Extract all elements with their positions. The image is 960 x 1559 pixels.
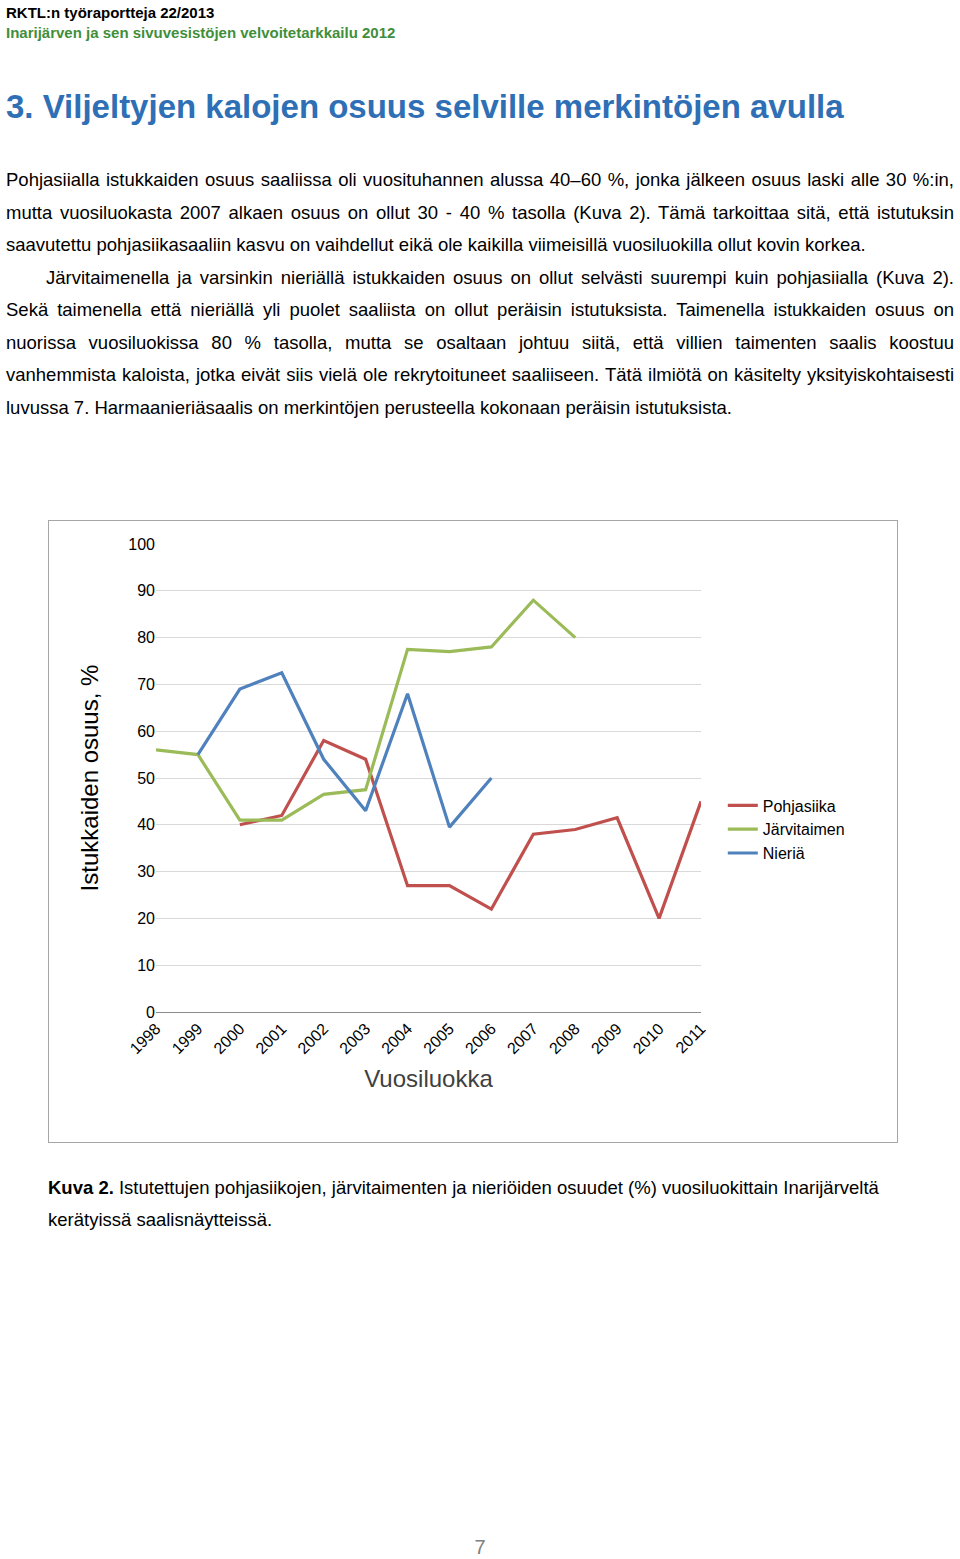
svg-text:2004: 2004 (378, 1020, 415, 1057)
svg-text:Vuosiluokka: Vuosiluokka (364, 1065, 493, 1092)
svg-text:Nieriä: Nieriä (763, 845, 805, 862)
html-text:3. Viljeltyjen kalojen osuus s: 3. Viljeltyjen kalojen osuus selville me… (6, 88, 844, 125)
svg-text:2006: 2006 (462, 1020, 499, 1057)
svg-text:10: 10 (137, 957, 155, 974)
html-text:RKTL:n työraportteja 22/2013: RKTL:n työraportteja 22/2013 (6, 4, 215, 21)
svg-text:Järvitaimen: Järvitaimen (763, 821, 845, 838)
svg-text:60: 60 (137, 723, 155, 740)
svg-text:2000: 2000 (210, 1020, 247, 1057)
html-text:7: 7 (474, 1536, 486, 1558)
svg-text:20: 20 (137, 910, 155, 927)
svg-text:30: 30 (137, 863, 155, 880)
html-text:Pohjasiialla istukkaiden osuus: Pohjasiialla istukkaiden osuus saaliissa… (6, 169, 954, 255)
svg-text:2007: 2007 (504, 1020, 541, 1057)
svg-text:100: 100 (128, 536, 155, 553)
svg-text:1998: 1998 (127, 1020, 164, 1057)
svg-text:2010: 2010 (630, 1020, 667, 1057)
html-text:Järvitaimenella ja varsinkin n: Järvitaimenella ja varsinkin nieriällä i… (6, 266, 954, 418)
svg-text:50: 50 (137, 770, 155, 787)
svg-text:90: 90 (137, 582, 155, 599)
svg-text:0: 0 (146, 1004, 155, 1021)
svg-text:Istukkaiden osuus, %: Istukkaiden osuus, % (76, 665, 103, 892)
svg-text:2003: 2003 (336, 1020, 373, 1057)
svg-text:80: 80 (137, 629, 155, 646)
svg-text:Pohjasiika: Pohjasiika (763, 798, 836, 815)
svg-text:2005: 2005 (420, 1020, 457, 1057)
html-text:Inarijärven ja sen sivuvesistö: Inarijärven ja sen sivuvesistöjen velvoi… (6, 24, 396, 41)
svg-text:2009: 2009 (588, 1020, 625, 1057)
svg-text:2001: 2001 (252, 1020, 289, 1057)
svg-text:70: 70 (137, 676, 155, 693)
svg-text:2011: 2011 (672, 1020, 708, 1056)
svg-text:40: 40 (137, 816, 155, 833)
html-text:Kuva 2. Istutettujen pohjasiik: Kuva 2. Istutettujen pohjasiikojen, järv… (48, 1177, 879, 1230)
svg-text:2008: 2008 (546, 1020, 583, 1057)
svg-text:2002: 2002 (294, 1020, 331, 1057)
svg-text:1999: 1999 (169, 1020, 206, 1057)
